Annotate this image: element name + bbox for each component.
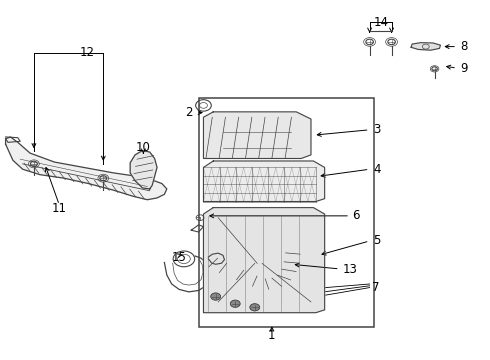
- Text: 12: 12: [80, 46, 95, 59]
- Text: 4: 4: [373, 163, 381, 176]
- Text: 6: 6: [352, 210, 360, 222]
- Text: 9: 9: [460, 62, 467, 75]
- Text: 13: 13: [343, 263, 358, 276]
- Text: 8: 8: [460, 40, 467, 53]
- Text: 5: 5: [373, 234, 380, 247]
- Bar: [198, 98, 374, 327]
- Text: 10: 10: [136, 141, 151, 154]
- Circle shape: [230, 300, 240, 307]
- Text: 1: 1: [268, 329, 275, 342]
- Polygon shape: [130, 150, 157, 189]
- Text: 14: 14: [373, 16, 389, 29]
- Text: 7: 7: [372, 281, 380, 294]
- Polygon shape: [208, 253, 224, 264]
- Polygon shape: [203, 208, 325, 313]
- Text: 2: 2: [185, 106, 192, 119]
- Text: 15: 15: [172, 251, 187, 264]
- Polygon shape: [411, 42, 441, 50]
- Text: 3: 3: [373, 123, 380, 136]
- Polygon shape: [203, 112, 311, 158]
- Polygon shape: [5, 137, 167, 200]
- Polygon shape: [203, 161, 325, 202]
- Circle shape: [250, 304, 260, 311]
- Text: 11: 11: [52, 202, 67, 215]
- Circle shape: [211, 293, 220, 300]
